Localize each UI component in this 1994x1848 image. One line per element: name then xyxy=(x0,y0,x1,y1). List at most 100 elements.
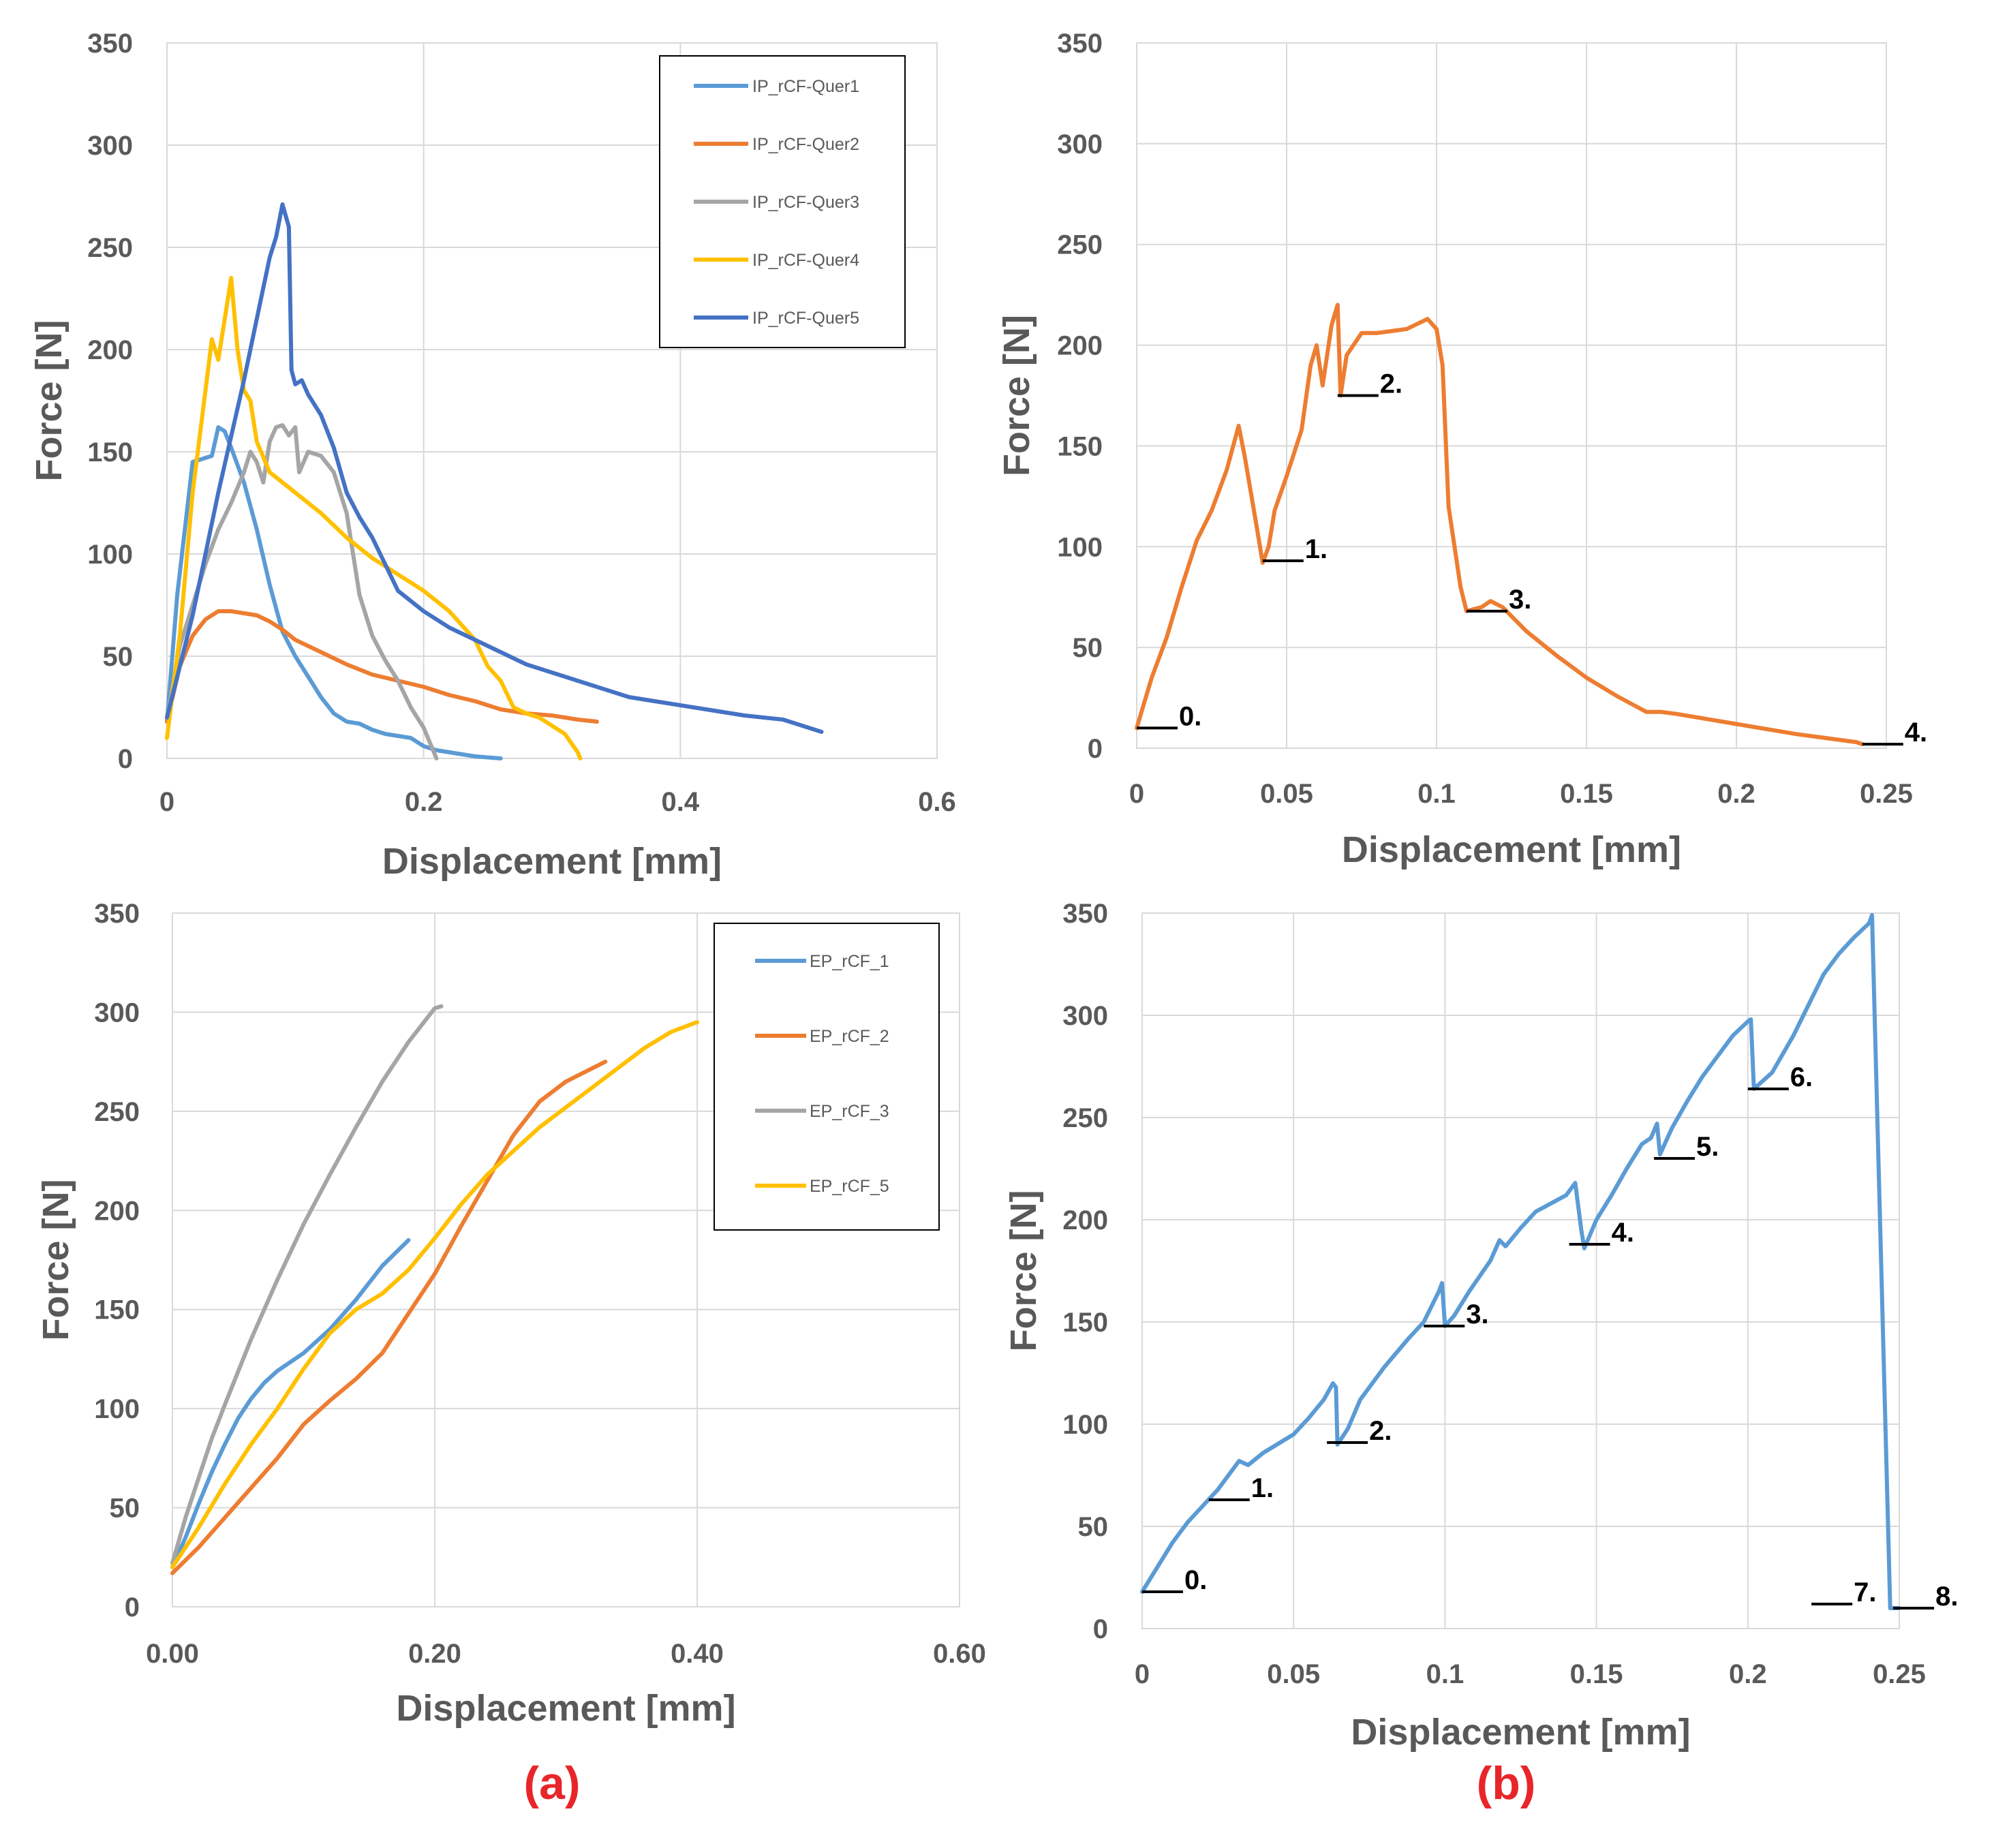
y-tick-label: 200 xyxy=(1057,331,1103,361)
panel-label-a: (a) xyxy=(523,1757,580,1809)
y-axis-title: Force [N] xyxy=(996,315,1037,476)
annotation-label: 1. xyxy=(1251,1473,1274,1503)
series-line-IP_rCF-Quer1 xyxy=(165,425,503,760)
legend-label: EP_rCF_2 xyxy=(810,1027,889,1046)
annotation-label: 3. xyxy=(1509,585,1531,615)
y-tick-label: 0 xyxy=(1088,734,1103,764)
x-tick-label: 0.05 xyxy=(1267,1659,1320,1689)
y-tick-label: 150 xyxy=(87,437,133,467)
series-line-EP_rCF_5 xyxy=(170,1020,699,1569)
y-tick-label: 300 xyxy=(1062,1001,1108,1031)
legend-label: IP_rCF-Quer2 xyxy=(752,135,859,154)
series-line-EP_rCF_1 xyxy=(170,1237,411,1569)
x-tick-label: 0 xyxy=(159,787,174,817)
y-tick-label: 350 xyxy=(1057,29,1103,59)
x-tick-label: 0.40 xyxy=(671,1639,724,1669)
y-tick-label: 250 xyxy=(94,1097,140,1127)
annotation-label: 4. xyxy=(1612,1218,1634,1248)
y-tick-label: 150 xyxy=(94,1295,140,1325)
series-line-IP_rCF-Quer2 xyxy=(165,609,599,724)
y-tick-label: 250 xyxy=(1057,230,1103,260)
series-line-IP_rCF-Quer3 xyxy=(165,423,439,760)
y-tick-label: 100 xyxy=(87,540,133,570)
charts-layer: 0 50 100 150 200 250 300 350 0 0.2 0.4 0.6 Displacem… xyxy=(29,29,1958,1753)
annotation-label: 7. xyxy=(1854,1577,1876,1607)
legend: EP_rCF_1 EP_rCF_2 EP_rCF_3 EP_rCF_5 xyxy=(714,923,940,1231)
chart-bottom-left: 0 50 100 150 200 250 300 350 0.00 0.20 0.40 0.60 Dis… xyxy=(35,899,986,1729)
y-tick-label: 250 xyxy=(1062,1103,1108,1133)
x-tick-label: 0.00 xyxy=(146,1639,199,1669)
chart-top-right: 0 50 100 150 200 250 300 350 0 0.05 0.1 0.15 0.2 0.25… xyxy=(996,29,1927,870)
x-tick-label: 0.25 xyxy=(1873,1659,1926,1689)
y-tick-label: 150 xyxy=(1057,431,1103,461)
chart-bottom-right: 0 50 100 150 200 250 300 350 0 0.05 0.1 0.15 0.2 0.25… xyxy=(1003,899,1958,1753)
annotation-label: 4. xyxy=(1905,718,1927,748)
plot-frame xyxy=(1141,912,1900,1629)
annotation-label: 8. xyxy=(1935,1582,1958,1612)
annotation-label: 6. xyxy=(1790,1062,1813,1092)
y-tick-label: 100 xyxy=(1057,532,1103,562)
x-tick-label: 0 xyxy=(1129,779,1144,809)
panel-label-b: (b) xyxy=(1477,1757,1536,1809)
legend: IP_rCF-Quer1 IP_rCF-Quer2 IP_rCF-Quer3 IP_r… xyxy=(659,55,906,348)
x-axis-title: Displacement [mm] xyxy=(396,1688,735,1729)
x-tick-label: 0.2 xyxy=(405,787,443,817)
series-line-EP_rCF_3 xyxy=(170,1004,444,1565)
annotation-label: 3. xyxy=(1466,1299,1488,1329)
legend-label: EP_rCF_5 xyxy=(810,1177,889,1196)
series-line-IP_rCF-Quer5 xyxy=(165,202,824,734)
x-tick-label: 0.4 xyxy=(662,787,700,817)
y-tick-label: 50 xyxy=(103,642,134,672)
x-tick-label: 0.2 xyxy=(1717,779,1755,809)
x-tick-label: 0 xyxy=(1135,1659,1150,1689)
x-tick-label: 0.05 xyxy=(1260,779,1313,809)
y-tick-label: 0 xyxy=(118,744,133,774)
plot-frame xyxy=(1136,42,1887,749)
x-tick-label: 0.1 xyxy=(1417,779,1456,809)
series-line-EP_rCF_2 xyxy=(170,1060,608,1575)
legend-label: EP_rCF_3 xyxy=(810,1102,889,1121)
legend-label: IP_rCF-Quer1 xyxy=(752,77,859,96)
y-tick-label: 100 xyxy=(1062,1410,1108,1440)
legend-label: IP_rCF-Quer3 xyxy=(752,193,859,212)
x-tick-label: 0.1 xyxy=(1426,1659,1464,1689)
y-tick-label: 350 xyxy=(87,29,133,59)
annotation-label: 2. xyxy=(1380,369,1402,399)
annotation-label: 5. xyxy=(1696,1132,1719,1162)
plot-frame xyxy=(166,42,938,759)
y-tick-label: 200 xyxy=(94,1196,140,1226)
series-line-blue-curve xyxy=(1140,913,1901,1610)
y-tick-label: 200 xyxy=(1062,1205,1108,1235)
series-line-IP_rCF-Quer4 xyxy=(165,276,583,760)
x-axis-title: Displacement [mm] xyxy=(1342,829,1681,870)
y-tick-label: 50 xyxy=(1078,1512,1109,1542)
annotation-label: 1. xyxy=(1305,534,1328,564)
y-tick-label: 300 xyxy=(94,998,140,1028)
series-line-orange-curve xyxy=(1135,303,1865,747)
y-tick-label: 0 xyxy=(1093,1614,1108,1644)
y-axis-title: Force [N] xyxy=(29,320,70,481)
legend-box xyxy=(714,923,940,1231)
x-tick-label: 0.15 xyxy=(1560,779,1613,809)
annotation-label: 0. xyxy=(1179,701,1201,731)
y-tick-label: 50 xyxy=(110,1494,140,1524)
y-axis-title: Force [N] xyxy=(1003,1190,1044,1351)
x-axis-title: Displacement [mm] xyxy=(1351,1712,1690,1753)
x-tick-label: 0.25 xyxy=(1860,779,1913,809)
legend-label: EP_rCF_1 xyxy=(810,952,889,971)
x-tick-label: 0.6 xyxy=(918,787,956,817)
y-axis-title: Force [N] xyxy=(35,1179,76,1340)
y-tick-label: 250 xyxy=(87,233,133,263)
annotation-label: 0. xyxy=(1184,1565,1207,1595)
legend-label: IP_rCF-Quer4 xyxy=(752,251,859,270)
x-tick-label: 0.15 xyxy=(1570,1659,1623,1689)
y-tick-label: 350 xyxy=(94,899,140,929)
y-tick-label: 100 xyxy=(94,1394,140,1424)
y-tick-label: 150 xyxy=(1062,1308,1108,1338)
y-tick-label: 350 xyxy=(1062,899,1108,929)
x-tick-label: 0.2 xyxy=(1729,1659,1767,1689)
y-tick-label: 300 xyxy=(1057,129,1103,159)
y-tick-label: 200 xyxy=(87,335,133,365)
x-axis-title: Displacement [mm] xyxy=(382,841,722,882)
